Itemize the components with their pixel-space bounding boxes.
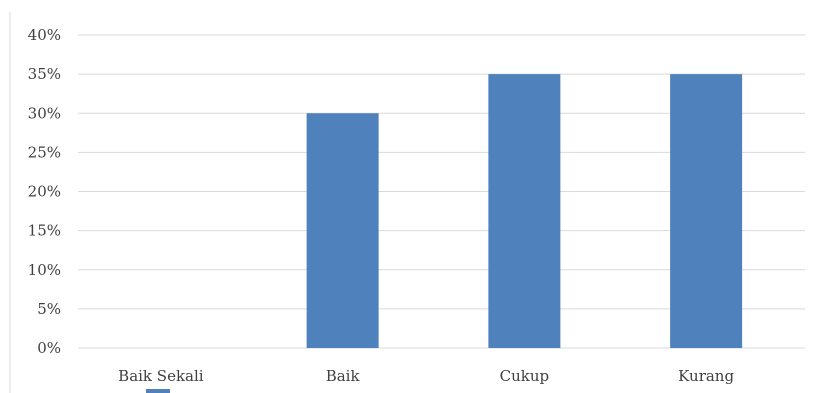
x-category-label: Baik Sekali [118, 367, 204, 385]
x-category-label: Baik [326, 367, 361, 385]
x-category-label: Kurang [678, 367, 734, 385]
y-tick-label: 10% [28, 261, 61, 279]
bars [306, 74, 743, 348]
x-category-label: Cukup [500, 367, 550, 385]
chart-title-cropped [0, 0, 500, 4]
y-tick-label: 15% [28, 222, 61, 240]
y-tick-label: 30% [28, 104, 61, 122]
y-tick-label: 5% [37, 300, 61, 318]
legend-swatch [146, 389, 170, 393]
y-tick-label: 35% [28, 65, 61, 83]
bar-baik [306, 113, 379, 348]
gridlines [78, 34, 805, 349]
x-axis-category-labels: Baik Sekali Baik Cukup Kurang [118, 367, 734, 385]
bar-cukup [488, 74, 561, 348]
y-tick-label: 20% [28, 183, 61, 201]
bar-kurang [670, 74, 743, 348]
y-tick-label: 40% [28, 26, 61, 44]
y-axis-tick-labels: 0% 5% 10% 15% 20% 25% 30% 35% 40% [28, 26, 61, 357]
y-tick-label: 0% [37, 339, 61, 357]
y-tick-label: 25% [28, 143, 61, 161]
